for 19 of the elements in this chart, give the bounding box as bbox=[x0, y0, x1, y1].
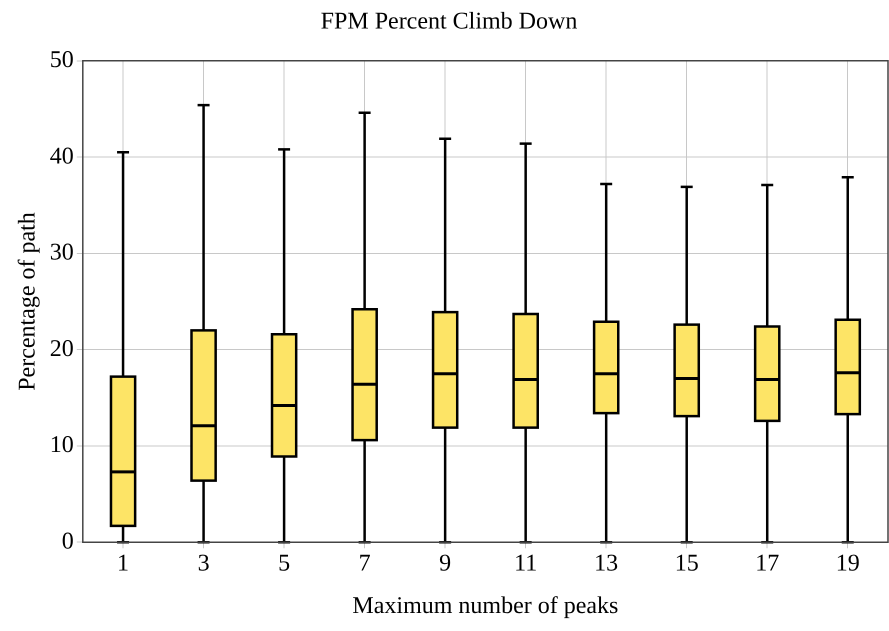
y-tick-label: 10 bbox=[50, 432, 74, 458]
y-axis-title: Percentage of path bbox=[14, 212, 41, 391]
x-tick-label: 19 bbox=[836, 550, 860, 576]
x-tick-label: 3 bbox=[198, 550, 210, 576]
x-tick-label: 15 bbox=[674, 550, 699, 576]
x-tick-label: 7 bbox=[358, 550, 371, 576]
chart-title: FPM Percent Climb Down bbox=[320, 8, 578, 35]
x-tick-label: 5 bbox=[278, 550, 290, 576]
y-tick-label: 20 bbox=[50, 336, 74, 362]
x-tick-label: 11 bbox=[514, 550, 538, 576]
x-tick-label: 13 bbox=[594, 550, 618, 576]
y-tick-label: 0 bbox=[62, 528, 74, 554]
x-tick-label: 1 bbox=[117, 550, 130, 576]
x-tick-label: 9 bbox=[439, 550, 452, 576]
x-tick-label: 17 bbox=[755, 550, 780, 576]
y-tick-label: 50 bbox=[50, 47, 74, 74]
y-tick-label: 40 bbox=[50, 143, 74, 170]
x-axis-title: Maximum number of peaks bbox=[352, 592, 618, 619]
y-tick-label: 30 bbox=[50, 240, 74, 266]
